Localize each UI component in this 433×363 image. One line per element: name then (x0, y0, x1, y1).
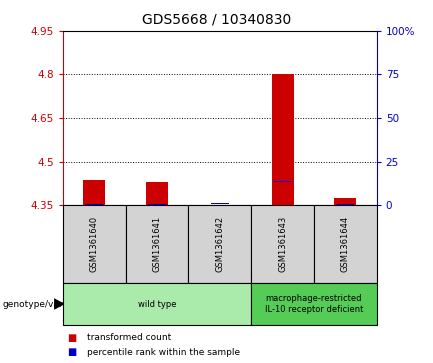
Text: GDS5668 / 10340830: GDS5668 / 10340830 (142, 13, 291, 27)
Bar (334, 198, 356, 205)
Text: transformed count: transformed count (87, 333, 171, 342)
Bar (148, 204, 166, 205)
Bar (336, 204, 354, 205)
Polygon shape (54, 298, 65, 310)
Text: GSM1361643: GSM1361643 (278, 216, 287, 272)
Text: genotype/variation: genotype/variation (2, 299, 88, 309)
Text: percentile rank within the sample: percentile rank within the sample (87, 348, 240, 356)
Text: macrophage-restricted
IL-10 receptor deficient: macrophage-restricted IL-10 receptor def… (265, 294, 363, 314)
Text: wild type: wild type (138, 299, 176, 309)
Text: ■: ■ (67, 333, 76, 343)
Bar (83, 180, 105, 205)
Text: GSM1361644: GSM1361644 (341, 216, 350, 272)
Bar (211, 203, 229, 204)
Bar (209, 204, 231, 205)
Bar (271, 74, 294, 205)
Text: GSM1361642: GSM1361642 (215, 216, 224, 272)
Bar (274, 180, 291, 182)
Bar (85, 204, 103, 205)
Text: GSM1361641: GSM1361641 (152, 216, 162, 272)
Bar (146, 182, 168, 205)
Text: ■: ■ (67, 347, 76, 357)
Text: GSM1361640: GSM1361640 (90, 216, 99, 272)
